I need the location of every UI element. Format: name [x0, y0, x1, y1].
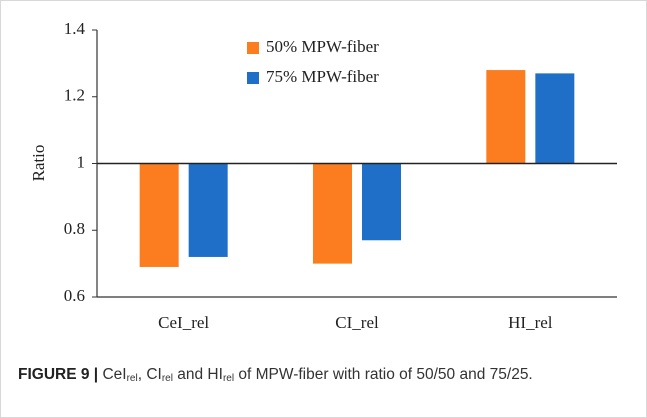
bar	[535, 73, 575, 164]
caption-text: , CI	[137, 366, 162, 383]
x-tick-label: HI_rel	[508, 313, 553, 332]
caption-label: FIGURE 9 |	[18, 366, 99, 383]
legend-swatch	[247, 72, 259, 84]
bar	[139, 163, 179, 267]
bar	[188, 163, 228, 257]
caption-sub: rel	[126, 373, 138, 384]
y-tick-label: 0.8	[64, 219, 85, 238]
chart: Ratio 0.6 0.8 1 1.2 1.4 CeI_rel CI_rel HI_rel 50…	[29, 19, 617, 332]
caption-sub: rel	[222, 373, 235, 384]
legend-swatch	[247, 42, 259, 54]
y-tick-label: 1	[77, 152, 86, 171]
y-tick-label: 1.4	[64, 19, 86, 38]
legend-label: 75% MPW-fiber	[266, 67, 379, 86]
bar	[362, 163, 401, 241]
y-tick-label: 0.6	[64, 286, 85, 305]
caption: FIGURE 9 | CeIrel, CIrel and HIrel of MP…	[18, 362, 618, 388]
caption-text: CeI	[102, 366, 127, 383]
x-tick-label: CI_rel	[335, 313, 379, 332]
caption-text: and HI	[172, 366, 223, 383]
legend-label: 50% MPW-fiber	[266, 37, 379, 56]
x-tick-label: CeI_rel	[158, 313, 209, 332]
bar	[313, 163, 352, 264]
caption-text: of MPW-fiber with ratio of 50/50 and 75/…	[234, 366, 533, 383]
bar	[486, 70, 526, 164]
y-axis-label: Ratio	[29, 145, 48, 182]
y-tick-label: 1.2	[64, 86, 85, 105]
caption-sub: rel	[161, 373, 173, 384]
